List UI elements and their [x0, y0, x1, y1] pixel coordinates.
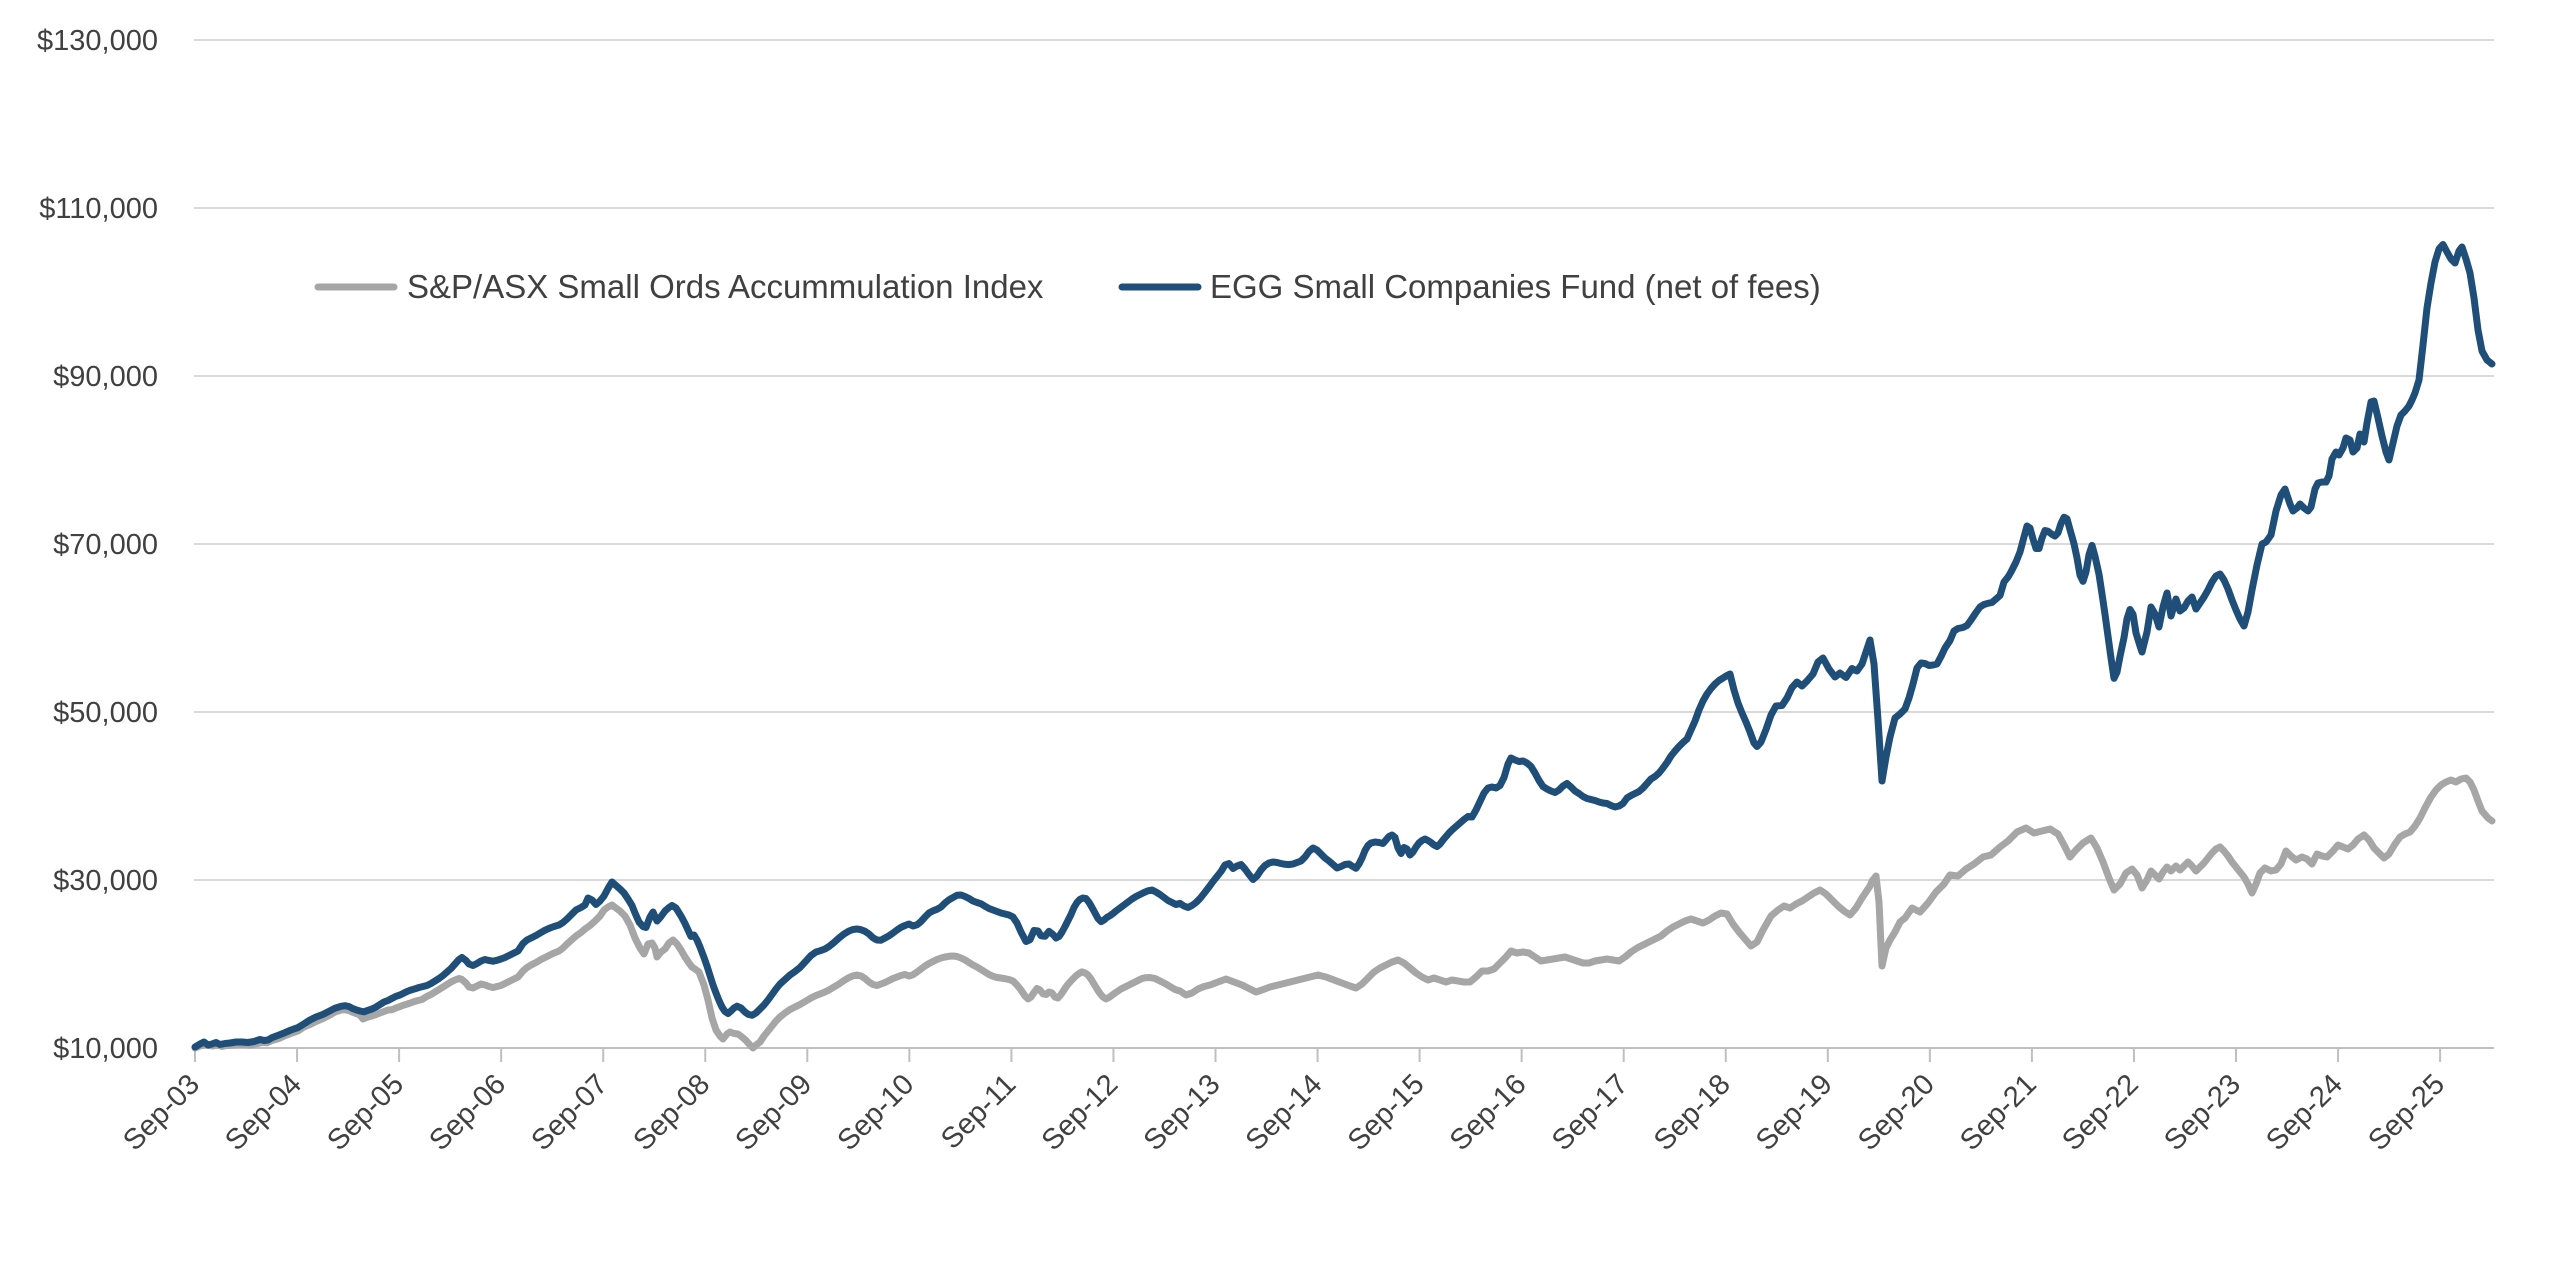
- svg-text:$10,000: $10,000: [53, 1033, 158, 1065]
- svg-text:S&P/ASX Small Ords Accummulati: S&P/ASX Small Ords Accummulation Index: [407, 268, 1044, 305]
- svg-text:$30,000: $30,000: [53, 865, 158, 897]
- svg-text:$130,000: $130,000: [37, 25, 158, 57]
- svg-text:$70,000: $70,000: [53, 529, 158, 561]
- svg-text:$90,000: $90,000: [53, 361, 158, 393]
- svg-text:EGG Small Companies Fund (net: EGG Small Companies Fund (net of fees): [1210, 268, 1821, 305]
- svg-text:$50,000: $50,000: [53, 697, 158, 729]
- svg-text:$110,000: $110,000: [39, 193, 158, 225]
